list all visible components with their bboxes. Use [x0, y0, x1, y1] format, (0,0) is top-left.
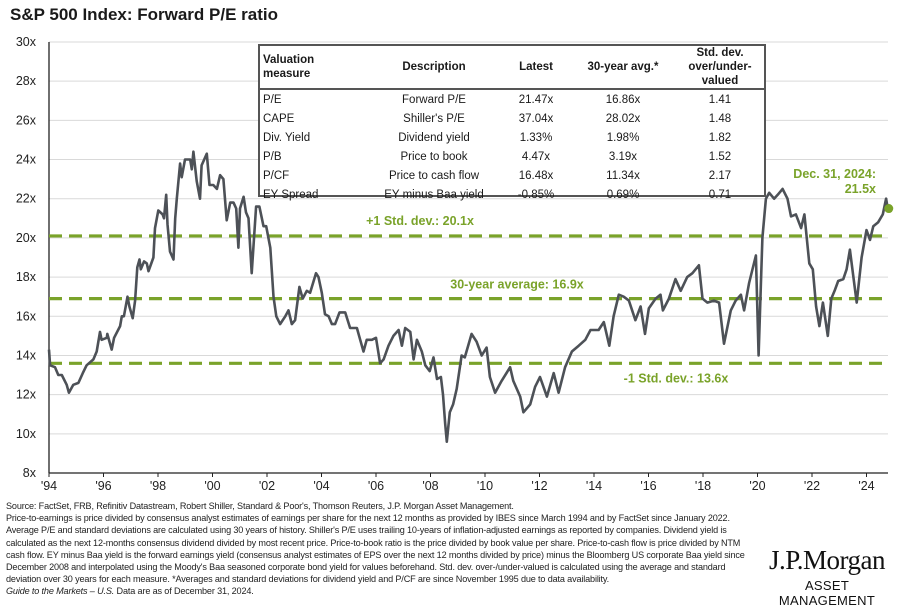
reference-line-label: +1 Std. dev.: 20.1x	[366, 214, 474, 228]
x-tick-label: '04	[313, 479, 329, 493]
header-valuation-measure: Valuation measure	[260, 46, 366, 90]
x-tick-label: '14	[586, 479, 602, 493]
cell-latest: 1.33%	[519, 131, 553, 144]
cell-latest: -0.85%	[517, 188, 555, 201]
cell-std-dev: 1.48	[708, 112, 732, 125]
x-tick-label: '98	[150, 479, 166, 493]
table-row: CAPE Shiller's P/E 37.04x 28.02x 1.48	[260, 109, 764, 128]
x-tick-label: '08	[422, 479, 438, 493]
cell-description: EY minus Baa yield	[384, 188, 484, 201]
latest-value-marker	[884, 204, 894, 214]
jpmorgan-logo: J.P.Morgan ASSET MANAGEMENT	[762, 545, 892, 608]
cell-avg: 0.69%	[606, 188, 640, 201]
x-tick-label: '22	[804, 479, 820, 493]
y-tick-label: 10x	[16, 427, 37, 441]
x-tick-label: '12	[531, 479, 547, 493]
y-tick-label: 12x	[16, 388, 37, 402]
y-tick-label: 26x	[16, 113, 37, 127]
y-tick-label: 24x	[16, 153, 37, 167]
table-row: P/CF Price to cash flow 16.48x 11.34x 2.17	[260, 166, 764, 185]
cell-description: Forward P/E	[402, 93, 466, 106]
x-tick-label: '06	[368, 479, 384, 493]
y-tick-label: 30x	[16, 35, 37, 49]
cell-measure: Div. Yield	[263, 131, 311, 144]
x-tick-label: '20	[749, 479, 765, 493]
annotation-date: Dec. 31, 2024:	[793, 167, 876, 181]
data-date: Data are as of December 31, 2024.	[114, 586, 254, 597]
cell-description: Price to cash flow	[388, 169, 480, 182]
x-tick-label: '96	[95, 479, 111, 493]
x-tick-label: '94	[41, 479, 57, 493]
table-row: Div. Yield Dividend yield 1.33% 1.98% 1.82	[260, 128, 764, 147]
cell-description: Dividend yield	[398, 131, 470, 144]
table-header-row: Valuation measure Description Latest 30-…	[260, 46, 764, 90]
footnotes: Source: FactSet, FRB, Refinitiv Datastre…	[6, 500, 754, 598]
cell-std-dev: 1.41	[708, 93, 732, 106]
y-tick-label: 8x	[23, 466, 37, 480]
table-row: P/B Price to book 4.47x 3.19x 1.52	[260, 147, 764, 166]
reference-line-label: -1 Std. dev.: 13.6x	[624, 371, 729, 385]
cell-latest: 16.48x	[518, 169, 554, 182]
annotation-value: 21.5x	[845, 182, 876, 196]
cell-latest: 21.47x	[518, 93, 554, 106]
header-std-dev: Std. dev. over/under-valued	[676, 46, 764, 90]
y-tick-label: 28x	[16, 74, 37, 88]
cell-avg: 16.86x	[605, 93, 641, 106]
cell-std-dev: 2.17	[708, 169, 732, 182]
header-latest: Latest	[502, 46, 570, 90]
table-row: EY Spread EY minus Baa yield -0.85% 0.69% 0.…	[260, 185, 764, 204]
reference-line-label: 30-year average: 16.9x	[450, 278, 583, 292]
y-tick-label: 18x	[16, 270, 37, 284]
cell-avg: 28.02x	[605, 112, 641, 125]
logo-tagline: ASSET MANAGEMENT	[778, 578, 876, 608]
x-tick-label: '10	[477, 479, 493, 493]
logo-name: J.P.Morgan	[768, 545, 886, 575]
cell-measure: EY Spread	[263, 188, 319, 201]
x-tick-label: '18	[695, 479, 711, 493]
pe-series-line	[47, 150, 890, 443]
cell-avg: 1.98%	[606, 131, 640, 144]
x-tick-label: '02	[259, 479, 275, 493]
guide-title: Guide to the Markets – U.S.	[6, 586, 115, 597]
cell-measure: P/E	[263, 93, 282, 106]
header-description: Description	[366, 46, 502, 90]
cell-description: Price to book	[400, 150, 468, 163]
cell-avg: 11.34x	[606, 169, 640, 182]
x-tick-label: '00	[204, 479, 220, 493]
y-tick-label: 20x	[16, 231, 37, 245]
cell-std-dev: 1.82	[708, 131, 732, 144]
y-tick-label: 22x	[16, 192, 37, 206]
cell-std-dev: 0.71	[708, 188, 732, 201]
cell-avg: 3.19x	[608, 150, 638, 163]
y-tick-label: 16x	[16, 309, 37, 323]
cell-measure: CAPE	[263, 112, 295, 125]
y-tick-label: 14x	[16, 348, 37, 362]
chart-title: S&P 500 Index: Forward P/E ratio	[10, 5, 278, 24]
cell-latest: 37.04x	[518, 112, 554, 125]
cell-measure: P/CF	[263, 169, 290, 182]
source-note: Source: FactSet, FRB, Refinitiv Datastre…	[6, 501, 514, 511]
x-tick-label: '16	[640, 479, 656, 493]
methodology-note: Price-to-earnings is price divided by co…	[6, 513, 745, 585]
cell-description: Shiller's P/E	[403, 112, 465, 125]
valuation-table: Valuation measure Description Latest 30-…	[258, 44, 766, 201]
cell-std-dev: 1.52	[708, 150, 732, 163]
cell-latest: 4.47x	[521, 150, 551, 163]
x-tick-label: '24	[858, 479, 874, 493]
header-30yr-avg: 30-year avg.*	[570, 46, 676, 90]
table-row: P/E Forward P/E 21.47x 16.86x 1.41	[260, 89, 764, 109]
cell-measure: P/B	[263, 150, 282, 163]
